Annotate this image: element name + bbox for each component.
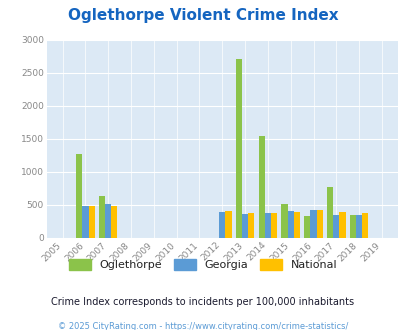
Bar: [287, 211, 293, 238]
Bar: [264, 213, 270, 238]
Bar: [270, 213, 277, 238]
Bar: [355, 215, 361, 238]
Bar: [310, 210, 316, 238]
Bar: [99, 196, 105, 238]
Bar: [105, 204, 111, 238]
Bar: [333, 214, 339, 238]
Bar: [76, 154, 82, 238]
Bar: [361, 213, 367, 238]
Bar: [349, 215, 355, 238]
Bar: [281, 204, 287, 238]
Bar: [225, 211, 231, 238]
Bar: [219, 212, 225, 238]
Bar: [326, 187, 333, 238]
Bar: [258, 136, 264, 238]
Bar: [241, 214, 247, 238]
Text: © 2025 CityRating.com - https://www.cityrating.com/crime-statistics/: © 2025 CityRating.com - https://www.city…: [58, 322, 347, 330]
Text: Oglethorpe Violent Crime Index: Oglethorpe Violent Crime Index: [68, 8, 337, 23]
Bar: [247, 213, 254, 238]
Bar: [339, 212, 345, 238]
Bar: [235, 59, 241, 238]
Text: Crime Index corresponds to incidents per 100,000 inhabitants: Crime Index corresponds to incidents per…: [51, 297, 354, 307]
Bar: [82, 206, 88, 238]
Legend: Oglethorpe, Georgia, National: Oglethorpe, Georgia, National: [65, 255, 340, 273]
Bar: [316, 210, 322, 238]
Bar: [111, 206, 117, 238]
Bar: [303, 216, 310, 238]
Bar: [88, 206, 94, 238]
Bar: [293, 212, 299, 238]
